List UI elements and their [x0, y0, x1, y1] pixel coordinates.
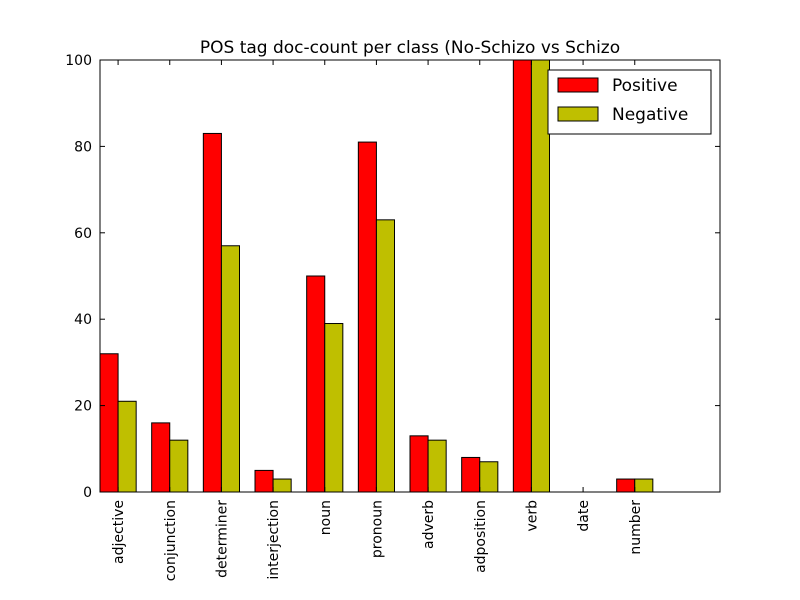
y-tick-label: 40 — [74, 312, 92, 328]
bar-determiner-positive — [202, 132, 222, 493]
bar-pronoun-positive — [357, 141, 377, 493]
bar-adposition-negative — [479, 461, 499, 493]
x-tick-label-date: date — [576, 500, 592, 532]
y-tick-label: 20 — [74, 399, 92, 415]
x-tick-label-adjective: adjective — [111, 500, 127, 564]
bar-conjunction-positive — [151, 422, 171, 493]
x-tick-label-pronoun: pronoun — [369, 500, 385, 558]
bar-pronoun-negative — [375, 219, 395, 493]
y-tick-label: 80 — [74, 139, 92, 155]
bar-interjection-positive — [254, 469, 274, 493]
bar-determiner-negative — [220, 245, 241, 493]
legend-label-positive: Positive — [612, 76, 678, 96]
bar-noun-negative — [324, 323, 344, 493]
chart-title: POS tag doc-count per class (No-Schizo v… — [200, 38, 620, 58]
x-tick-label-verb: verb — [524, 500, 540, 532]
bar-adjective-negative — [117, 400, 137, 493]
legend-swatch-positive — [557, 77, 599, 93]
plot-frame — [99, 59, 721, 493]
x-tick-label-number: number — [628, 500, 644, 555]
x-tick-label-interjection: interjection — [266, 500, 282, 580]
x-tick-label-determiner: determiner — [214, 500, 230, 578]
bar-verb-positive — [512, 59, 532, 493]
bar-adverb-negative — [427, 439, 447, 493]
y-tick-label: 100 — [65, 53, 92, 69]
bar-conjunction-negative — [169, 439, 189, 493]
legend-swatch-negative — [557, 106, 599, 122]
bar-interjection-negative — [272, 478, 292, 493]
y-tick-label: 0 — [83, 485, 92, 501]
x-tick-label-adposition: adposition — [473, 500, 489, 573]
bar-number-negative — [634, 478, 654, 493]
bar-adposition-positive — [461, 456, 481, 493]
axes-layer: 0 20 40 60 80 100 adjective conjunction determin… — [65, 53, 721, 581]
bar-adverb-positive — [409, 435, 429, 493]
legend: Positive Negative — [547, 69, 712, 135]
y-tick-label: 60 — [74, 226, 92, 242]
legend-label-negative: Negative — [612, 105, 688, 125]
x-tick-label-conjunction: conjunction — [163, 500, 179, 581]
bar-verb-negative — [530, 59, 551, 493]
x-tick-label-noun: noun — [318, 500, 334, 535]
x-tick-label-adverb: adverb — [421, 500, 437, 549]
bar-noun-positive — [306, 275, 326, 493]
bar-adjective-positive — [99, 353, 119, 493]
bar-number-positive — [616, 478, 636, 493]
